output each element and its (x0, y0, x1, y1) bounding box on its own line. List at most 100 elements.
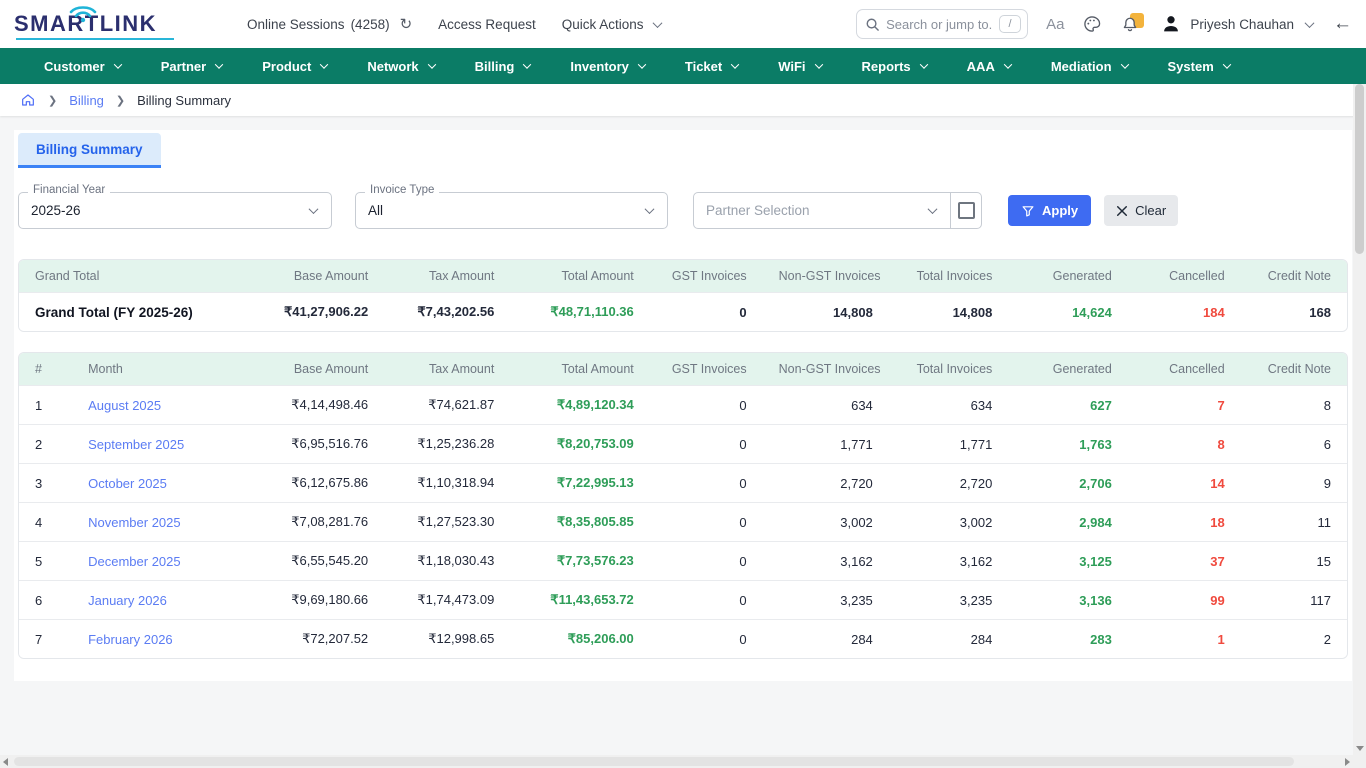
font-size-control[interactable]: Aa (1046, 16, 1064, 33)
nav-item-label: Reports (862, 59, 911, 74)
filter-bar: Financial Year 2025-26 Invoice Type All … (18, 192, 1348, 229)
breadcrumb-current: Billing Summary (137, 93, 231, 108)
logo-underline (16, 38, 174, 40)
notifications-bell-icon[interactable] (1120, 13, 1142, 35)
nav-item-billing[interactable]: Billing (475, 59, 531, 74)
column-header: Cancelled (1128, 353, 1241, 386)
column-header: Base Amount (245, 353, 384, 386)
nav-item-aaa[interactable]: AAA (967, 59, 1011, 74)
chevron-down-icon (523, 60, 531, 68)
quick-actions-label: Quick Actions (562, 17, 644, 32)
search-input[interactable] (886, 17, 993, 32)
grand-base-amount: ₹41,27,906.22 (245, 293, 384, 332)
month-link[interactable]: November 2025 (88, 515, 181, 530)
invoice-type-select[interactable]: Invoice Type All (355, 192, 668, 229)
total-invoices: 1,771 (889, 425, 1009, 464)
month-link[interactable]: September 2025 (88, 437, 184, 452)
collapse-back-arrow-icon[interactable]: ← (1333, 13, 1352, 35)
theme-palette-icon[interactable] (1082, 14, 1102, 34)
nav-item-network[interactable]: Network (367, 59, 434, 74)
partner-select-all-checkbox[interactable] (958, 202, 975, 219)
month-link[interactable]: December 2025 (88, 554, 181, 569)
base-amount: ₹4,14,498.46 (245, 386, 384, 425)
financial-year-select[interactable]: Financial Year 2025-26 (18, 192, 332, 229)
nav-item-product[interactable]: Product (262, 59, 327, 74)
refresh-sessions-icon[interactable]: ↻ (400, 15, 413, 33)
smartlink-logo[interactable]: SMARTLINK (14, 11, 219, 37)
breadcrumb-separator: ❯ (48, 94, 57, 107)
nav-item-label: System (1168, 59, 1214, 74)
nav-item-customer[interactable]: Customer (44, 59, 121, 74)
financial-year-label: Financial Year (28, 185, 110, 197)
non-gst-invoices: 1,771 (763, 425, 889, 464)
apply-button[interactable]: Apply (1008, 195, 1091, 226)
user-menu[interactable]: Priyesh Chauhan (1160, 13, 1313, 35)
column-header: Tax Amount (384, 353, 510, 386)
scrollbar-corner (1353, 755, 1366, 768)
nav-item-inventory[interactable]: Inventory (570, 59, 645, 74)
month-link[interactable]: October 2025 (88, 476, 167, 491)
month-link[interactable]: August 2025 (88, 398, 161, 413)
tax-amount: ₹1,27,523.30 (384, 503, 510, 542)
chevron-down-icon (1004, 60, 1012, 68)
global-search[interactable]: / (856, 9, 1028, 39)
row-index: 1 (19, 386, 72, 425)
partner-selection-select[interactable]: Partner Selection (693, 192, 951, 229)
breadcrumb-billing-link[interactable]: Billing (69, 93, 104, 108)
grand-total-invoices: 14,808 (889, 293, 1009, 332)
gst-invoices: 0 (650, 542, 763, 581)
scroll-left-arrow-icon[interactable] (3, 758, 8, 766)
apply-label: Apply (1042, 203, 1078, 218)
home-icon[interactable] (20, 92, 36, 108)
header-quick-links: Online Sessions (4258) ↻ Access Request … (247, 15, 661, 33)
invoice-type-value: All (368, 203, 383, 218)
partner-select-all-container (951, 192, 982, 229)
quick-actions-menu[interactable]: Quick Actions (562, 17, 661, 32)
nav-item-label: Ticket (685, 59, 722, 74)
search-icon (865, 17, 880, 32)
nav-item-reports[interactable]: Reports (862, 59, 927, 74)
nav-item-partner[interactable]: Partner (161, 59, 223, 74)
column-header: Generated (1008, 353, 1128, 386)
credit-note: 8 (1241, 386, 1347, 425)
breadcrumb: ❯ Billing ❯ Billing Summary (0, 84, 1366, 116)
horizontal-scrollbar-thumb[interactable] (14, 757, 1294, 766)
table-row: 5December 2025₹6,55,545.20₹1,18,030.43₹7… (19, 542, 1347, 581)
partner-selection-placeholder: Partner Selection (706, 203, 810, 218)
vertical-scrollbar[interactable] (1353, 84, 1366, 755)
nav-item-label: WiFi (778, 59, 805, 74)
column-header: Month (72, 353, 245, 386)
column-header: Credit Note (1241, 260, 1347, 293)
column-header: Base Amount (245, 260, 384, 293)
scroll-down-arrow-icon[interactable] (1356, 746, 1364, 751)
nav-item-label: Product (262, 59, 311, 74)
nav-item-mediation[interactable]: Mediation (1051, 59, 1128, 74)
horizontal-scrollbar[interactable] (0, 755, 1353, 768)
clear-button[interactable]: Clear (1104, 195, 1178, 226)
month-link[interactable]: January 2026 (88, 593, 167, 608)
nav-item-wifi[interactable]: WiFi (778, 59, 821, 74)
total-invoices: 3,002 (889, 503, 1009, 542)
non-gst-invoices: 3,235 (763, 581, 889, 620)
nav-item-label: Customer (44, 59, 105, 74)
close-icon (1116, 205, 1128, 217)
filter-funnel-icon (1021, 204, 1035, 218)
cancelled: 1 (1128, 620, 1241, 659)
search-shortcut-key: / (999, 15, 1021, 33)
tab-billing-summary[interactable]: Billing Summary (18, 133, 161, 168)
nav-item-system[interactable]: System (1168, 59, 1230, 74)
vertical-scrollbar-thumb[interactable] (1355, 84, 1364, 254)
avatar-icon (1160, 13, 1182, 35)
non-gst-invoices: 3,162 (763, 542, 889, 581)
online-sessions[interactable]: Online Sessions (4258) (247, 17, 390, 32)
month-link[interactable]: February 2026 (88, 632, 173, 647)
credit-note: 2 (1241, 620, 1347, 659)
tax-amount: ₹1,10,318.94 (384, 464, 510, 503)
row-index: 2 (19, 425, 72, 464)
nav-item-ticket[interactable]: Ticket (685, 59, 738, 74)
gst-invoices: 0 (650, 581, 763, 620)
scroll-right-arrow-icon[interactable] (1345, 758, 1350, 766)
access-request-link[interactable]: Access Request (438, 17, 536, 32)
main-navbar: Customer Partner Product Network Billing Inve… (0, 48, 1366, 84)
online-sessions-count: (4258) (351, 17, 390, 32)
